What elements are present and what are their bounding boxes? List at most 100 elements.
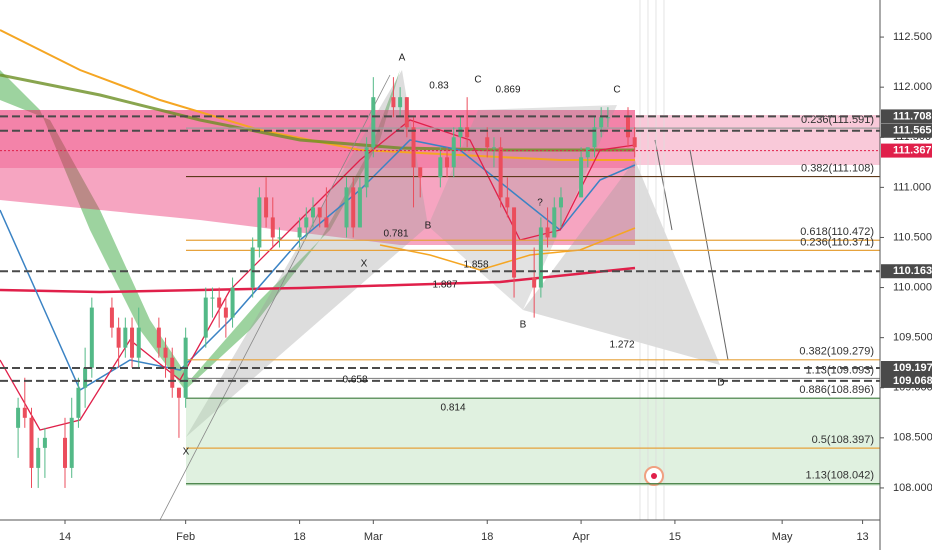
- candle-body: [438, 157, 443, 178]
- price-label: 109.068: [893, 375, 932, 387]
- candle-body: [277, 237, 282, 239]
- candle-body: [371, 97, 376, 148]
- candle-body: [585, 147, 590, 158]
- y-tick-label: 110.000: [893, 281, 932, 293]
- candle-body: [411, 127, 416, 168]
- pattern-label: 0.869: [495, 85, 520, 96]
- candle-body: [217, 297, 222, 308]
- harmonic-triangle: [523, 160, 720, 365]
- price-label-box: [881, 361, 932, 376]
- candle-body: [599, 117, 604, 128]
- candle-body: [344, 187, 349, 228]
- pattern-label: ?: [537, 198, 543, 209]
- pattern-label: D: [717, 378, 724, 389]
- price-label-box: [881, 109, 932, 124]
- pattern-label: X: [361, 259, 368, 270]
- fib-label: 1.13(109.093): [806, 364, 875, 376]
- candle-body: [89, 307, 94, 368]
- candle-body: [324, 217, 329, 228]
- candle-body: [257, 197, 262, 248]
- candle-body: [558, 197, 563, 208]
- candle-body: [116, 327, 121, 348]
- candle-body: [404, 97, 409, 128]
- candle-body: [250, 247, 255, 288]
- candle-body: [357, 187, 362, 228]
- x-tick-label: 15: [669, 531, 681, 543]
- fib-label: 0.382(109.279): [799, 346, 874, 358]
- target-zone: [186, 398, 880, 486]
- candle-body: [364, 147, 369, 188]
- candle-body: [123, 327, 128, 348]
- candle-body: [625, 117, 630, 138]
- candle-body: [491, 147, 496, 149]
- price-label: 109.197: [893, 362, 932, 374]
- fib-label: 0.382(111.108): [801, 162, 874, 174]
- time-axis: [0, 520, 880, 550]
- candle-body: [552, 207, 557, 238]
- pattern-label: A: [399, 53, 406, 64]
- candle-body: [264, 197, 269, 218]
- candle-body: [351, 187, 356, 228]
- fib-label: 0.5(108.397): [812, 434, 874, 446]
- price-label-box: [881, 373, 932, 388]
- pattern-label: 0.658: [342, 375, 367, 386]
- pattern-label: 1.858: [463, 260, 488, 271]
- candle-body: [36, 447, 41, 468]
- pattern-label: C: [474, 75, 481, 86]
- candle-body: [505, 197, 510, 208]
- x-tick-label: Mar: [364, 531, 383, 543]
- candle-body: [605, 117, 610, 119]
- candle-body: [163, 347, 168, 358]
- candle-body: [398, 97, 403, 108]
- x-tick-label: Apr: [573, 531, 590, 543]
- candle-body: [136, 327, 141, 358]
- fib-label: 0.236(110.371): [800, 236, 874, 248]
- candle-body: [579, 157, 584, 198]
- candle-body: [485, 137, 490, 148]
- candle-body: [130, 327, 135, 358]
- candle-body: [538, 227, 543, 288]
- moving-average: [0, 266, 636, 294]
- pattern-label: 1.272: [609, 340, 634, 351]
- candle-body: [29, 417, 34, 468]
- x-tick-label: 18: [293, 531, 305, 543]
- price-label-box: [881, 264, 932, 279]
- candle-body: [512, 207, 517, 278]
- fib-label: 1.13(108.042): [806, 470, 875, 482]
- price-label: 111.565: [893, 125, 932, 137]
- fib-label: 0.886(108.896): [799, 384, 874, 396]
- candle-body: [83, 367, 88, 388]
- moving-average: [0, 139, 636, 392]
- candle-body: [76, 387, 81, 418]
- fib-label: 0.618(110.472): [800, 226, 874, 238]
- candle-body: [230, 287, 235, 318]
- price-label: 111.367: [893, 144, 932, 156]
- trend-line: [159, 74, 391, 521]
- plot: 0.236(111.591)0.382(111.108)0.618(110.47…: [0, 53, 880, 488]
- pattern-label: 0.814: [440, 403, 465, 414]
- arrow: [654, 139, 673, 231]
- candle-body: [203, 297, 208, 338]
- x-tick-label: 13: [856, 531, 868, 543]
- candle-body: [304, 217, 309, 228]
- candle-body: [223, 307, 228, 318]
- y-tick-label: 112.500: [893, 31, 932, 43]
- candle-body: [317, 207, 322, 218]
- candle-body: [109, 307, 114, 328]
- candle-body: [42, 437, 47, 448]
- pattern-label: X: [183, 447, 190, 458]
- candle-body: [458, 127, 463, 138]
- candle-body: [451, 137, 456, 168]
- candle-body: [16, 407, 21, 428]
- price-label-box: [881, 123, 932, 138]
- candle-body: [632, 137, 637, 148]
- y-tick-label: 111.000: [893, 181, 931, 193]
- event-icon[interactable]: [651, 473, 657, 479]
- pattern-label: B: [425, 221, 432, 232]
- y-tick-label: 108.500: [893, 432, 932, 444]
- candle-body: [465, 127, 470, 138]
- y-tick-label: 109.500: [893, 332, 932, 344]
- pink-zone: [0, 168, 635, 245]
